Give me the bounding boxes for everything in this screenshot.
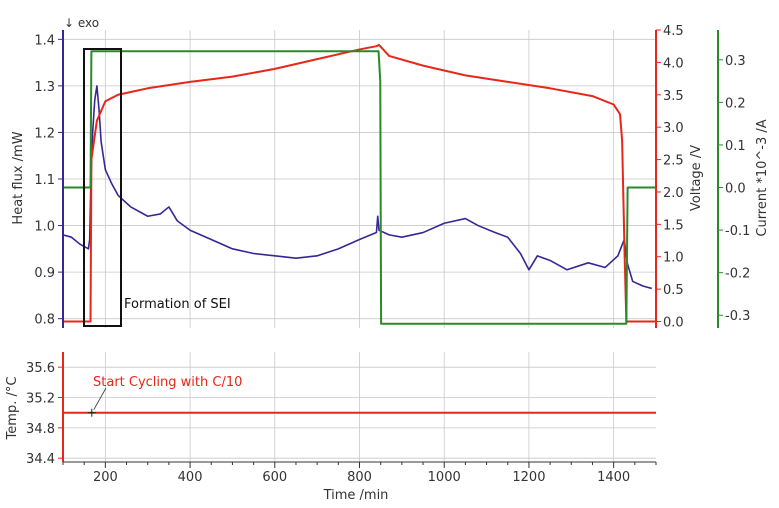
- heat-axis-label: Heat flux /mW: [11, 131, 26, 224]
- temp-tick-label: 35.6: [26, 361, 55, 376]
- heat-tick-label: 1.0: [34, 220, 55, 235]
- temp-tick-label: 35.2: [26, 392, 55, 407]
- temp-tick-label: 34.8: [26, 422, 55, 437]
- time-tick-label: 1200: [512, 470, 545, 485]
- marker-leader-line: [93, 387, 107, 410]
- temp-tick-label: 34.4: [26, 452, 55, 467]
- time-axis-ticks: 200 400 600 800 1000 1200 1400: [62, 462, 657, 485]
- voltage-tick-label: 4.0: [663, 56, 684, 71]
- sei-annotation: Formation of SEI: [124, 297, 231, 312]
- voltage-tick-label: 2.0: [663, 186, 684, 201]
- series-layer: [62, 43, 656, 414]
- heat-flux-series: [62, 85, 652, 290]
- exo-label: ↓ exo: [64, 16, 99, 30]
- current-tick-label: -0.1: [725, 224, 750, 239]
- time-tick-label: 800: [347, 470, 372, 485]
- voltage-tick-label: 3.0: [663, 121, 684, 136]
- temp-axis-label: Temp. /°C: [5, 377, 20, 441]
- time-tick-label: 1000: [428, 470, 461, 485]
- voltage-tick-label: 3.5: [663, 89, 684, 104]
- current-tick-label: -0.2: [725, 267, 750, 282]
- voltage-tick-label: 1.0: [663, 251, 684, 266]
- time-tick-label: 200: [93, 470, 118, 485]
- heat-tick-label: 0.8: [34, 313, 55, 328]
- voltage-tick-label: 1.5: [663, 218, 684, 233]
- current-tick-label: 0.0: [725, 182, 746, 197]
- time-tick-label: 600: [262, 470, 287, 485]
- current-tick-label: -0.3: [725, 309, 750, 324]
- heat-axis-ticks: 0.8 0.9 1.0 1.1 1.2 1.3 1.4: [34, 33, 63, 328]
- voltage-series: [63, 43, 656, 323]
- current-axis-ticks: -0.3 -0.2 -0.1 0.0 0.1 0.2 0.3: [718, 54, 750, 324]
- time-axis-label: Time /min: [323, 488, 389, 503]
- time-tick-label: 1400: [597, 470, 630, 485]
- heat-tick-label: 1.4: [34, 33, 55, 48]
- heat-tick-label: 1.2: [34, 126, 55, 141]
- bottom-plot-grid: [63, 352, 656, 462]
- heat-tick-label: 1.3: [34, 80, 55, 95]
- temp-axis-ticks: 34.4 34.8 35.2 35.6: [26, 361, 63, 467]
- start-cycling-annotation: Start Cycling with C/10: [93, 375, 242, 390]
- sei-highlight-box: [83, 48, 122, 327]
- current-series: [63, 50, 656, 325]
- heat-tick-label: 1.1: [34, 173, 55, 188]
- top-plot-grid: [63, 30, 656, 328]
- start-cycling-marker: [87, 387, 107, 417]
- time-tick-label: 400: [178, 470, 203, 485]
- voltage-tick-label: 0.0: [663, 316, 684, 331]
- voltage-axis-ticks: 0.0 0.5 1.0 1.5 2.0 2.5 3.0 3.5 4.0 4.5: [656, 24, 684, 331]
- voltage-tick-label: 0.5: [663, 283, 684, 298]
- current-tick-label: 0.2: [725, 96, 746, 111]
- heat-tick-label: 0.9: [34, 266, 55, 281]
- voltage-axis-label: Voltage /V: [689, 145, 704, 211]
- voltage-tick-label: 2.5: [663, 154, 684, 169]
- voltage-tick-label: 4.5: [663, 24, 684, 39]
- current-tick-label: 0.1: [725, 139, 746, 154]
- current-axis-label: Current *10^-3 /A: [755, 119, 770, 236]
- current-tick-label: 0.3: [725, 54, 746, 69]
